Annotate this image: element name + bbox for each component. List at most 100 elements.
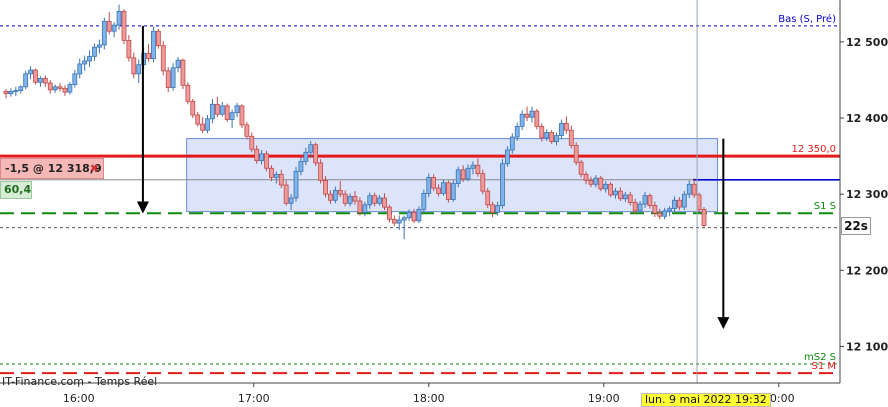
candle-body xyxy=(328,193,333,201)
candle-body xyxy=(278,173,284,186)
candle-body xyxy=(42,78,48,84)
candle-body xyxy=(667,208,672,212)
candle-body xyxy=(28,69,33,75)
x-tick-label: 18:00 xyxy=(413,392,445,405)
candle-body xyxy=(372,195,378,204)
candle-body xyxy=(254,148,260,162)
candle-body xyxy=(288,197,294,204)
level-label: S1 M xyxy=(811,361,836,372)
candle-countdown: 22s xyxy=(841,217,871,235)
candle-body xyxy=(77,63,83,75)
candle-body xyxy=(62,87,68,93)
candle-body xyxy=(401,217,407,221)
candle-body xyxy=(264,153,269,169)
level-label: Bas (S, Pré) xyxy=(778,13,836,25)
candle-body xyxy=(136,64,142,75)
candle-body xyxy=(568,129,574,146)
candle-body xyxy=(563,122,569,131)
candle-body xyxy=(165,70,171,88)
candle-body xyxy=(450,183,456,200)
x-tick-label: 20:00 xyxy=(763,392,795,405)
candle-body xyxy=(431,177,437,189)
candle-body xyxy=(613,190,618,196)
close-order-icon[interactable]: ✖ xyxy=(89,162,99,175)
candle-body xyxy=(293,170,299,199)
candle-body xyxy=(180,59,186,86)
candle-body xyxy=(686,183,692,195)
candle-body xyxy=(465,167,471,180)
candle-body xyxy=(269,167,274,178)
candle-body xyxy=(13,90,19,93)
range-box xyxy=(186,138,718,213)
candle-body xyxy=(175,59,181,69)
candle-body xyxy=(219,105,225,115)
candle-body xyxy=(200,123,206,131)
x-tick-label: 16:00 xyxy=(63,392,95,405)
candle-body xyxy=(352,196,358,202)
candle-body xyxy=(106,20,112,32)
candle-body xyxy=(229,112,235,120)
candle-body xyxy=(38,78,43,83)
candle-body xyxy=(249,135,255,150)
level-label: 12 350,0 xyxy=(791,144,836,155)
candle-body xyxy=(111,24,117,32)
candle-body xyxy=(485,190,491,206)
candle-body xyxy=(52,86,58,91)
y-tick-label: 12 100 xyxy=(846,340,888,353)
candle-body xyxy=(445,182,451,200)
candle-body xyxy=(460,169,466,180)
candle-body xyxy=(642,195,648,205)
candle-body xyxy=(244,124,250,137)
candle-body xyxy=(647,195,653,206)
candle-body xyxy=(677,199,682,208)
candle-body xyxy=(500,163,505,206)
candle-body xyxy=(273,173,279,178)
order-label: -1,5 @ 12 318,9 xyxy=(5,162,102,175)
level-label: mS2 S xyxy=(804,352,836,363)
candle-body xyxy=(608,183,614,196)
candle-body xyxy=(101,20,107,46)
candle-body xyxy=(210,103,215,120)
candle-body xyxy=(195,114,201,125)
candle-body xyxy=(8,90,14,95)
candle-body xyxy=(23,73,29,88)
candle-body xyxy=(387,206,392,220)
candle-body xyxy=(160,45,166,72)
candle-body xyxy=(239,105,245,126)
candle-body xyxy=(544,132,550,139)
candle-body xyxy=(283,184,289,204)
candle-body xyxy=(396,219,402,224)
order-tag[interactable]: -1,5 @ 12 318,9 ✖ xyxy=(0,158,104,179)
candle-body xyxy=(146,52,151,60)
candle-body xyxy=(92,46,97,57)
candle-body xyxy=(470,164,476,169)
candle-body xyxy=(627,194,633,203)
candle-body xyxy=(131,57,137,75)
candle-body xyxy=(18,86,24,92)
candle-body xyxy=(308,144,314,153)
candle-body xyxy=(126,39,132,59)
candle-body xyxy=(318,162,323,181)
candle-body xyxy=(632,202,638,212)
candle-body xyxy=(357,200,363,213)
candle-body xyxy=(534,110,540,127)
candle-body xyxy=(441,182,446,194)
candle-body xyxy=(367,195,373,206)
source-label: IT-Finance.com - Temps Réel xyxy=(2,375,158,388)
candle-body xyxy=(475,164,481,175)
candle-body xyxy=(529,110,535,118)
candle-body xyxy=(691,183,697,196)
candle-body xyxy=(121,11,127,41)
candle-body xyxy=(303,151,309,162)
candle-body xyxy=(47,82,53,91)
candle-body xyxy=(342,193,348,204)
candle-body xyxy=(214,103,220,115)
candle-body xyxy=(87,55,92,62)
candle-body xyxy=(554,135,559,143)
candle-body xyxy=(205,118,210,131)
candle-body xyxy=(332,189,338,201)
candle-body xyxy=(701,208,707,226)
candle-body xyxy=(406,212,412,219)
